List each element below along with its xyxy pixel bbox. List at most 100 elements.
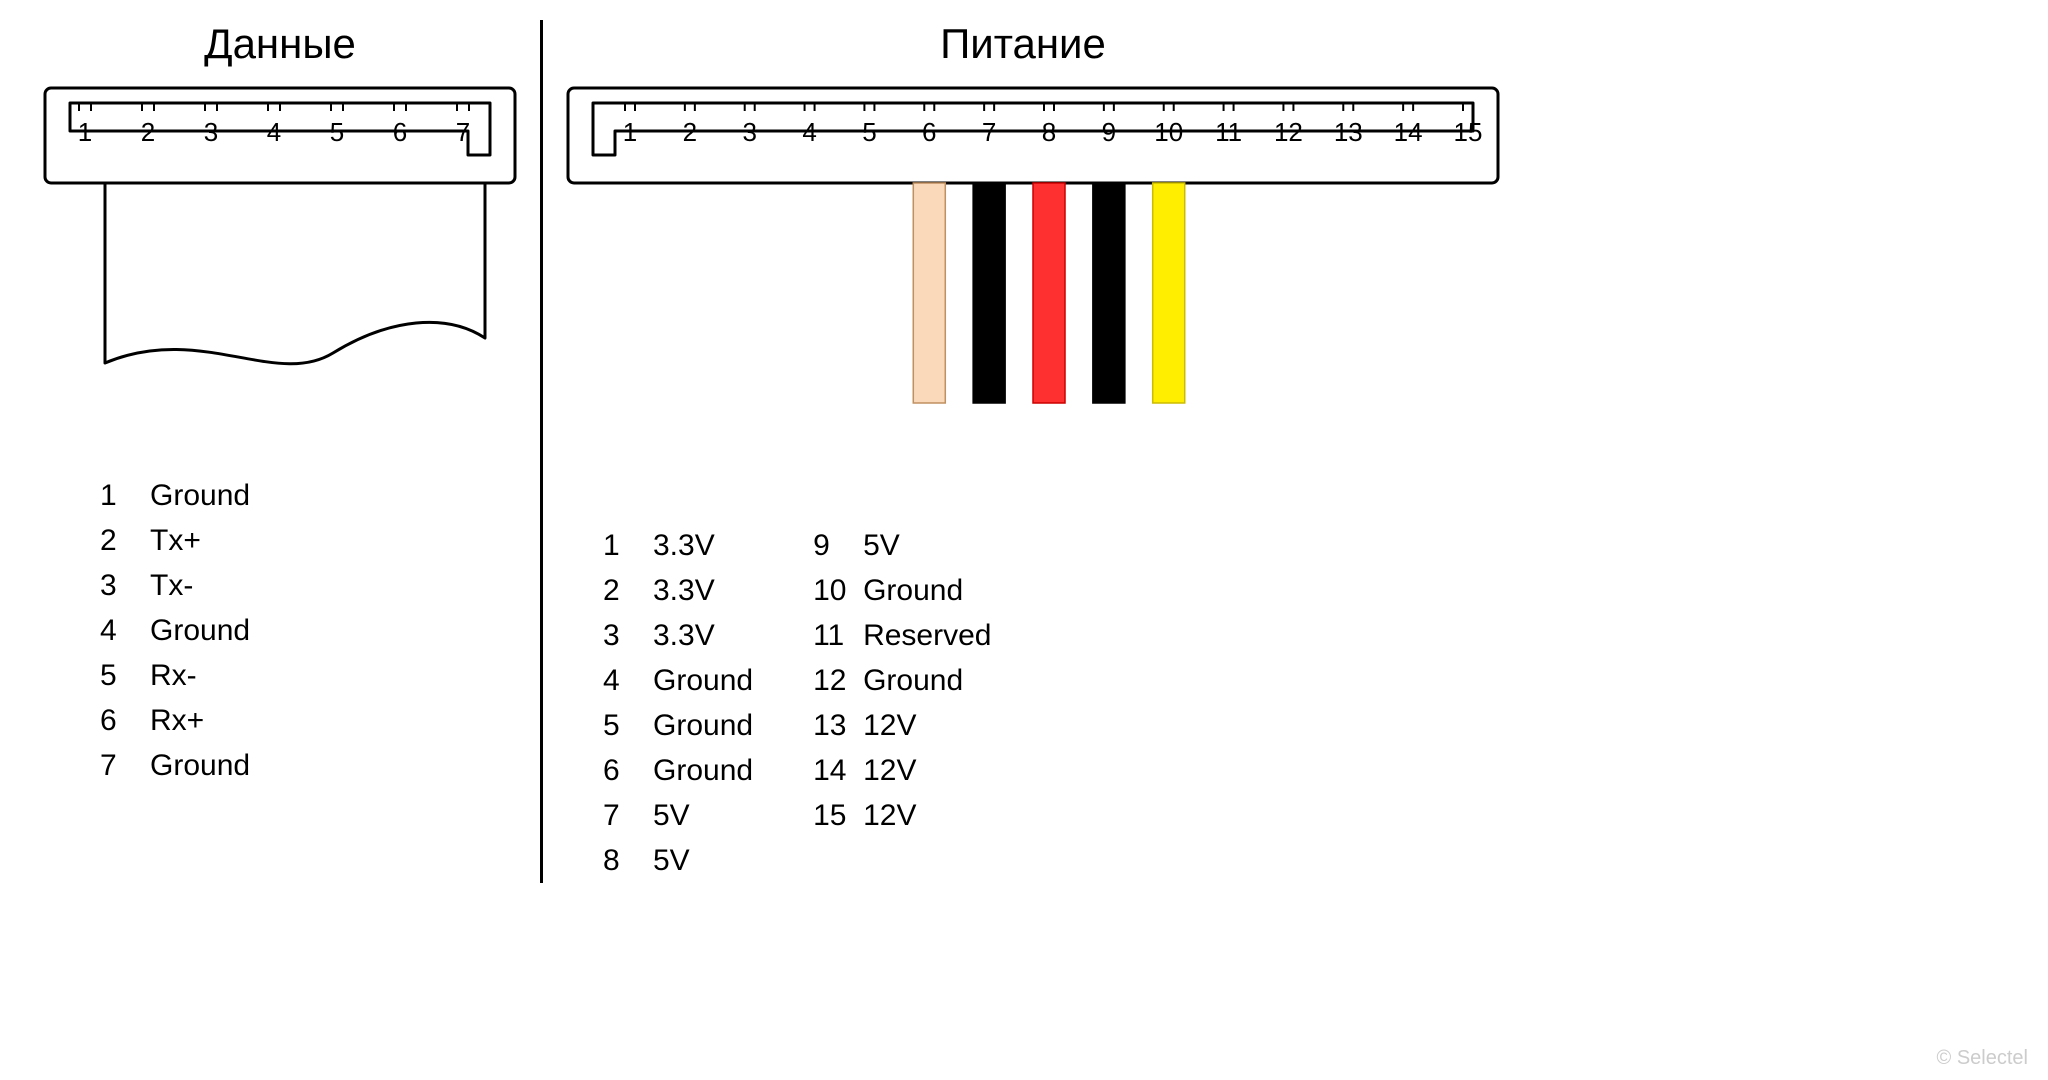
svg-text:6: 6	[922, 117, 936, 147]
svg-text:2: 2	[683, 117, 697, 147]
pin-number: 5	[603, 703, 653, 748]
svg-text:1: 1	[623, 117, 637, 147]
pin-label: Ground	[653, 703, 753, 748]
power-title: Питание	[563, 20, 1483, 68]
pin-label: 12V	[863, 793, 916, 838]
pin-label: 3.3V	[653, 613, 715, 658]
svg-text:3: 3	[204, 117, 218, 147]
data-pinout-list: 1Ground2Tx+3Tx-4Ground5Rx-6Rx+7Ground	[40, 473, 520, 788]
power-pinout-columns: 13.3V23.3V33.3V4Ground5Ground6Ground75V8…	[563, 523, 1483, 883]
pin-row: 75V	[603, 793, 753, 838]
pin-number: 11	[813, 613, 863, 658]
svg-text:6: 6	[393, 117, 407, 147]
svg-text:5: 5	[862, 117, 876, 147]
svg-text:8: 8	[1042, 117, 1056, 147]
svg-text:11: 11	[1215, 117, 1242, 147]
pin-number: 4	[603, 658, 653, 703]
svg-text:10: 10	[1154, 117, 1183, 147]
pin-row: 13.3V	[603, 523, 753, 568]
pin-number: 1	[100, 473, 150, 518]
pin-label: Rx+	[150, 698, 204, 743]
pin-label: Ground	[653, 658, 753, 703]
pin-label: 5V	[653, 838, 690, 883]
svg-text:9: 9	[1102, 117, 1116, 147]
svg-text:2: 2	[141, 117, 155, 147]
pin-label: 12V	[863, 748, 916, 793]
pin-number: 8	[603, 838, 653, 883]
pin-label: Ground	[150, 743, 250, 788]
pin-row: 1Ground	[100, 473, 520, 518]
pin-row: 1312V	[813, 703, 991, 748]
pin-row: 5Rx-	[100, 653, 520, 698]
svg-text:7: 7	[456, 117, 470, 147]
pin-number: 2	[603, 568, 653, 613]
pin-number: 6	[100, 698, 150, 743]
pin-label: 5V	[863, 523, 900, 568]
pin-number: 2	[100, 518, 150, 563]
pin-number: 7	[603, 793, 653, 838]
pin-number: 3	[100, 563, 150, 608]
power-pinout-col2: 95V10Ground11Reserved12Ground1312V1412V1…	[813, 523, 991, 883]
pin-row: 6Ground	[603, 748, 753, 793]
pin-number: 10	[813, 568, 863, 613]
pin-row: 85V	[603, 838, 753, 883]
svg-text:4: 4	[802, 117, 816, 147]
data-connector-svg: 1 2 3 4 5 6 7	[40, 83, 520, 443]
svg-text:14: 14	[1394, 117, 1423, 147]
pin-number: 15	[813, 793, 863, 838]
pin-row: 23.3V	[603, 568, 753, 613]
pin-row: 1412V	[813, 748, 991, 793]
pin-row: 11Reserved	[813, 613, 991, 658]
pin-label: Tx-	[150, 563, 193, 608]
pin-row: 12Ground	[813, 658, 991, 703]
pin-label: Ground	[863, 568, 963, 613]
pin-row: 3Tx-	[100, 563, 520, 608]
svg-text:5: 5	[330, 117, 344, 147]
data-title: Данные	[40, 20, 520, 68]
power-panel: Питание 123456789101112131415 13.3V23.3V…	[543, 20, 1503, 883]
pin-row: 6Rx+	[100, 698, 520, 743]
pin-row: 1512V	[813, 793, 991, 838]
pin-label: Rx-	[150, 653, 197, 698]
pin-row: 4Ground	[100, 608, 520, 653]
svg-text:3: 3	[742, 117, 756, 147]
svg-text:12: 12	[1274, 117, 1303, 147]
svg-text:7: 7	[982, 117, 996, 147]
watermark: © Selectel	[1937, 1047, 2028, 1070]
pin-number: 6	[603, 748, 653, 793]
pin-label: 5V	[653, 793, 690, 838]
pin-label: 3.3V	[653, 523, 715, 568]
pin-label: 12V	[863, 703, 916, 748]
pin-number: 4	[100, 608, 150, 653]
pin-number: 7	[100, 743, 150, 788]
data-panel: Данные 1234567 1Ground2Tx+3Tx-4Ground5Rx…	[20, 20, 540, 883]
pin-label: Ground	[653, 748, 753, 793]
power-pinout-col1: 13.3V23.3V33.3V4Ground5Ground6Ground75V8…	[603, 523, 753, 883]
pin-number: 1	[603, 523, 653, 568]
svg-text:15: 15	[1454, 117, 1483, 147]
pin-label: Reserved	[863, 613, 991, 658]
sata-pinout-diagram: Данные 1234567 1Ground2Tx+3Tx-4Ground5Rx…	[20, 20, 2028, 883]
svg-text:4: 4	[267, 117, 281, 147]
pin-row: 33.3V	[603, 613, 753, 658]
pin-number: 14	[813, 748, 863, 793]
pin-label: Ground	[150, 608, 250, 653]
pin-number: 13	[813, 703, 863, 748]
pin-row: 4Ground	[603, 658, 753, 703]
pin-label: Ground	[863, 658, 963, 703]
pin-number: 3	[603, 613, 653, 658]
pin-number: 5	[100, 653, 150, 698]
svg-text:13: 13	[1334, 117, 1363, 147]
pin-row: 95V	[813, 523, 991, 568]
svg-text:1: 1	[78, 117, 92, 147]
pin-label: Tx+	[150, 518, 201, 563]
pin-label: Ground	[150, 473, 250, 518]
pin-row: 7Ground	[100, 743, 520, 788]
pin-row: 10Ground	[813, 568, 991, 613]
pin-row: 2Tx+	[100, 518, 520, 563]
pin-row: 5Ground	[603, 703, 753, 748]
power-connector-svg: 123456789101112131415	[563, 83, 1503, 493]
pin-number: 12	[813, 658, 863, 703]
pin-label: 3.3V	[653, 568, 715, 613]
pin-number: 9	[813, 523, 863, 568]
